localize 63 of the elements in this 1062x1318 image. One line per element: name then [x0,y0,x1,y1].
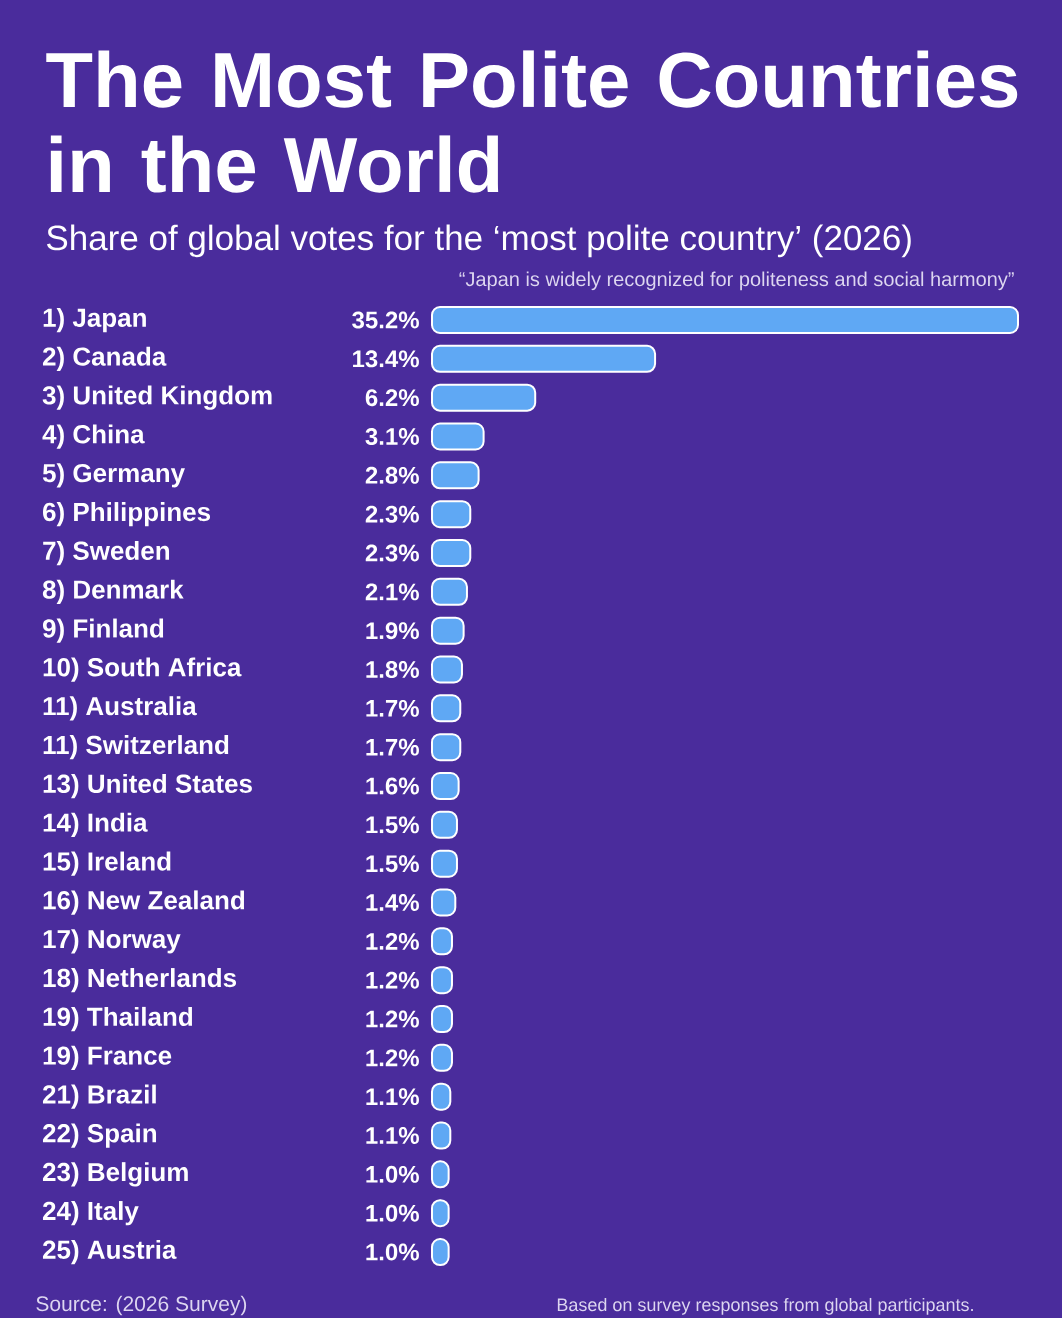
y-tick-label: 1) Japan [43,307,146,333]
data-label: 1.2% [366,971,419,989]
data-label: 1.2% [366,932,419,950]
data-label: 35.2% [352,311,419,329]
y-tick-label: 11) Switzerland [43,735,229,760]
data-label: 13.4% [353,350,419,368]
y-tick-label: 8) Denmark [42,579,184,604]
chart-title: The Most Polite Countries in the World [46,50,1018,193]
y-tick-label: 15) Ireland [43,851,171,876]
y-tick-label: 16) New Zealand [43,890,245,915]
data-label: 1.6% [366,777,419,795]
data-label: 1.5% [366,855,419,873]
y-tick-label: 13) United States [43,773,252,799]
bar [430,577,468,606]
y-tick-label: 2) Canada [42,346,167,371]
data-label: 1.5% [366,816,419,834]
y-tick-label: 3) United Kingdom [42,385,272,410]
bar [430,306,1019,335]
data-label: 2.1% [365,583,419,601]
y-tick-label: 17) Norway [43,929,181,954]
bar [430,422,485,451]
data-label: 2.3% [365,505,419,523]
data-label: 2.8% [365,466,419,484]
text: Based on survey responses from global participants. [557,1297,973,1315]
y-tick-label: 4) China [42,424,145,449]
source-note: Source: (2026 Survey) [36,1295,247,1316]
bar [430,461,480,490]
data-label: 1.9% [366,622,419,640]
chart-subtitle: Share of global votes for the ‘most polite country’ (2026) [47,224,911,258]
y-tick-label: 14) India [43,812,148,837]
y-tick-label: 22) Spain [42,1123,157,1148]
y-tick-label: 9) Finland [42,618,164,643]
data-label: 1.7% [366,699,419,717]
bar [430,383,537,412]
data-label: 6.2% [365,389,419,407]
data-label: 1.0% [366,1204,419,1222]
y-tick-label: 25) Austria [42,1239,177,1265]
y-tick-label: 21) Brazil [42,1084,156,1109]
bar [430,500,472,529]
text: “Japan is widely recognized for politeness and social harmony” [459,271,1014,291]
data-label: 1.1% [366,1127,419,1144]
data-label: 1.7% [366,738,419,756]
y-tick-label: 10) South Africa [43,657,242,682]
data-label: 2.3% [365,544,419,562]
data-label: 1.1% [366,1088,419,1106]
bar [430,539,472,568]
data-label: 1.4% [366,894,419,911]
y-tick-label: 19) Thailand [43,1006,193,1032]
y-tick-label: 24) Italy [42,1201,139,1226]
y-tick-label: 7) Sweden [43,540,170,566]
y-tick-label: 6) Philippines [43,502,211,527]
y-tick-label: 18) Netherlands [43,968,237,993]
data-label: 1.0% [366,1165,419,1183]
data-label: 1.2% [366,1049,419,1067]
y-tick-label: 5) Germany [42,463,185,488]
data-label: 3.1% [365,428,419,446]
y-tick-label: 23) Belgium [42,1162,188,1187]
y-tick-label: 11) Australia [43,696,197,721]
data-label: 1.0% [366,1243,419,1261]
data-label: 1.2% [366,1010,419,1028]
bar [430,344,657,373]
y-tick-label: 19) France [43,1045,172,1070]
data-label: 1.8% [366,661,419,678]
